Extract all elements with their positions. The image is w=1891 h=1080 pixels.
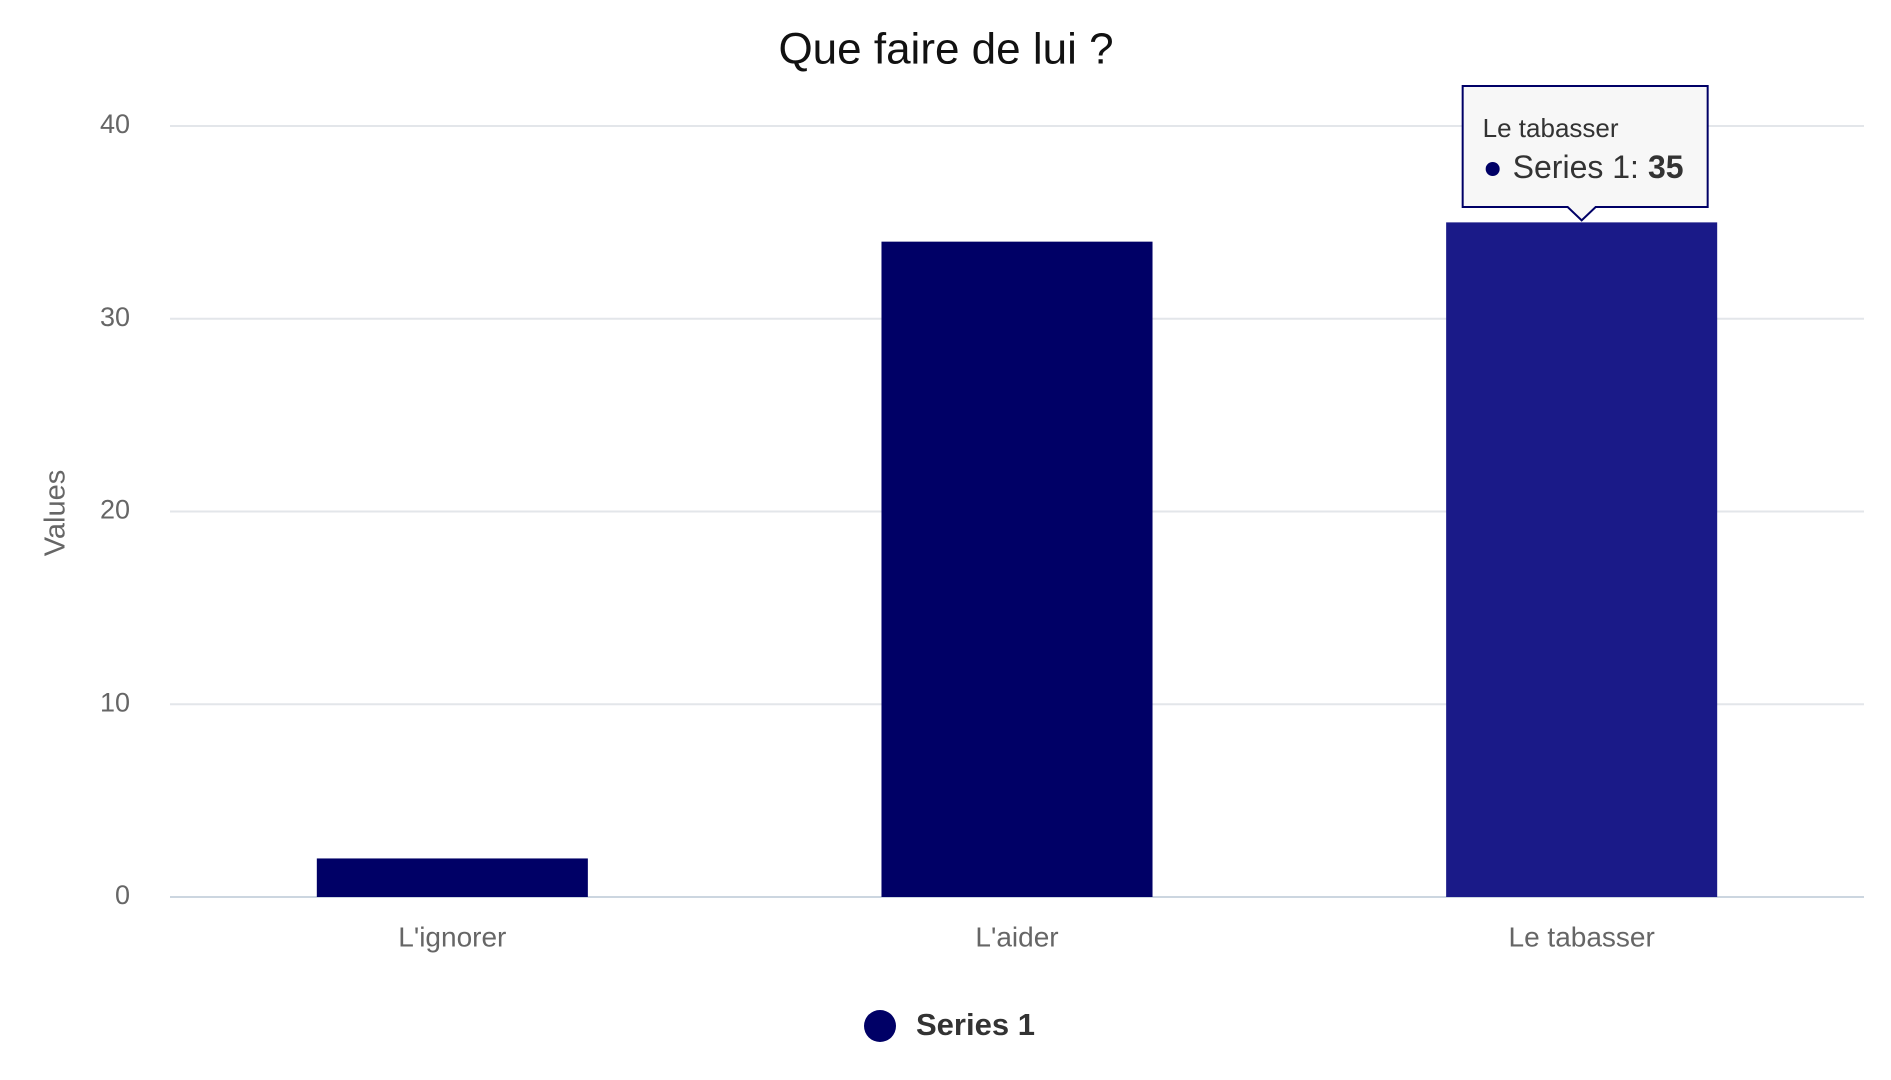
x-tick-label: L'ignorer [398, 921, 506, 952]
y-tick-label: 10 [100, 687, 130, 717]
bar [1446, 222, 1718, 897]
y-tick-label: 40 [100, 109, 130, 139]
y-tick-label: 0 [115, 880, 130, 910]
chart-title: Que faire de lui ? [778, 25, 1113, 74]
y-tick-label: 20 [100, 495, 130, 525]
tooltip-box [1461, 85, 1709, 222]
tooltip: Le tabasser Series 1: 35 [1461, 85, 1709, 222]
tooltip-text: Series 1: 35 [1513, 149, 1684, 185]
tooltip-marker [1485, 162, 1500, 176]
tooltip-title: Le tabasser [1483, 113, 1619, 143]
bar [881, 241, 1153, 897]
legend-label: Series 1 [916, 1007, 1035, 1042]
bar [316, 858, 588, 897]
legend-marker [864, 1010, 896, 1042]
x-tick-label: L'aider [975, 921, 1058, 952]
x-tick-label: Le tabasser [1509, 921, 1655, 952]
y-axis-label: Values [40, 470, 72, 557]
tooltip-label: Series 1: [1513, 149, 1639, 185]
tooltip-value: 35 [1648, 149, 1684, 185]
y-tick-label: 30 [100, 302, 130, 332]
